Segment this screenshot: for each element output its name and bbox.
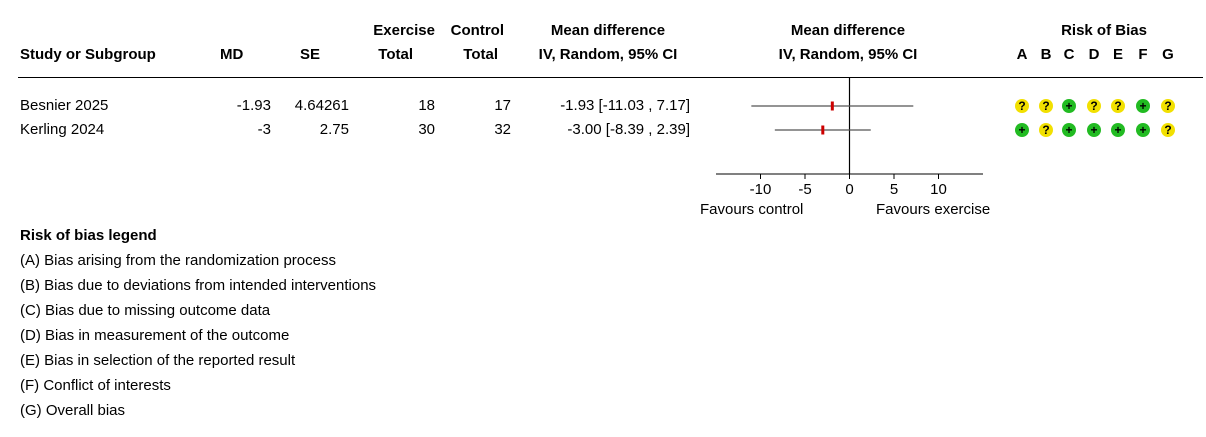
legend-item: (A) Bias arising from the randomization … — [20, 252, 336, 269]
rob-column-f: F — [1138, 46, 1148, 63]
row-md: -3 — [257, 121, 271, 138]
legend-item: (F) Conflict of interests — [20, 377, 171, 394]
rob-column-d: D — [1088, 46, 1100, 63]
x-tick-label: 0 — [845, 181, 853, 198]
rob-low-icon: + — [1136, 123, 1150, 137]
row-study: Kerling 2024 — [20, 121, 105, 138]
row-control-total: 17 — [494, 97, 511, 114]
legend-item: (G) Overall bias — [20, 402, 126, 419]
legend-item: (C) Bias due to missing outcome data — [20, 302, 271, 319]
rob-some-concerns-icon: ? — [1087, 99, 1101, 113]
rob-low-icon: + — [1062, 99, 1076, 113]
legend-item: (D) Bias in measurement of the outcome — [20, 327, 290, 344]
row-se: 2.75 — [319, 121, 349, 138]
header-exercise-top: Exercise — [373, 22, 435, 39]
header-plot-top: Mean difference — [790, 22, 906, 39]
header-divider — [18, 77, 1203, 78]
rob-column-b: B — [1040, 46, 1052, 63]
favours-control-label: Favours control — [700, 201, 804, 218]
rob-column-e: E — [1112, 46, 1123, 63]
row-study: Besnier 2025 — [20, 97, 109, 114]
rob-low-icon: + — [1111, 123, 1125, 137]
row-exercise-total: 30 — [418, 121, 435, 138]
rob-column-a: A — [1016, 46, 1028, 63]
x-tick-label: 5 — [890, 181, 898, 198]
legend-item: (B) Bias due to deviations from intended… — [20, 277, 377, 294]
rob-some-concerns-icon: ? — [1039, 99, 1053, 113]
header-plot-bottom: IV, Random, 95% CI — [778, 46, 918, 63]
row-md: -1.93 — [236, 97, 271, 114]
x-tick-label: 10 — [930, 181, 947, 198]
header-md: MD — [220, 46, 244, 63]
header-exercise-total: Total — [378, 46, 413, 63]
x-tick-label: -5 — [798, 181, 811, 198]
rob-some-concerns-icon: ? — [1161, 99, 1175, 113]
favours-exercise-label: Favours exercise — [876, 201, 991, 218]
row-control-total: 32 — [494, 121, 511, 138]
rob-low-icon: + — [1136, 99, 1150, 113]
rob-low-icon: + — [1062, 123, 1076, 137]
header-md-ci-bottom: IV, Random, 95% CI — [538, 46, 678, 63]
header-control-top: Control — [450, 22, 504, 39]
legend-title: Risk of bias legend — [20, 227, 157, 244]
header-study: Study or Subgroup — [20, 46, 156, 63]
header-md-ci-top: Mean difference — [550, 22, 666, 39]
rob-low-icon: + — [1015, 123, 1029, 137]
header-se: SE — [300, 46, 321, 63]
rob-some-concerns-icon: ? — [1015, 99, 1029, 113]
row-se: 4.64261 — [294, 97, 349, 114]
rob-low-icon: + — [1087, 123, 1101, 137]
row-ci-text: -1.93 [-11.03 , 7.17] — [560, 97, 690, 114]
row-exercise-total: 18 — [418, 97, 435, 114]
rob-some-concerns-icon: ? — [1039, 123, 1053, 137]
legend-item: (E) Bias in selection of the reported re… — [20, 352, 296, 369]
header-control-total: Total — [463, 46, 498, 63]
rob-column-c: C — [1063, 46, 1075, 63]
rob-some-concerns-icon: ? — [1161, 123, 1175, 137]
header-rob-title: Risk of Bias — [1061, 22, 1147, 39]
rob-column-g: G — [1162, 46, 1174, 63]
x-tick-label: -10 — [750, 181, 772, 198]
rob-some-concerns-icon: ? — [1111, 99, 1125, 113]
row-ci-text: -3.00 [-8.39 , 2.39] — [567, 121, 690, 138]
